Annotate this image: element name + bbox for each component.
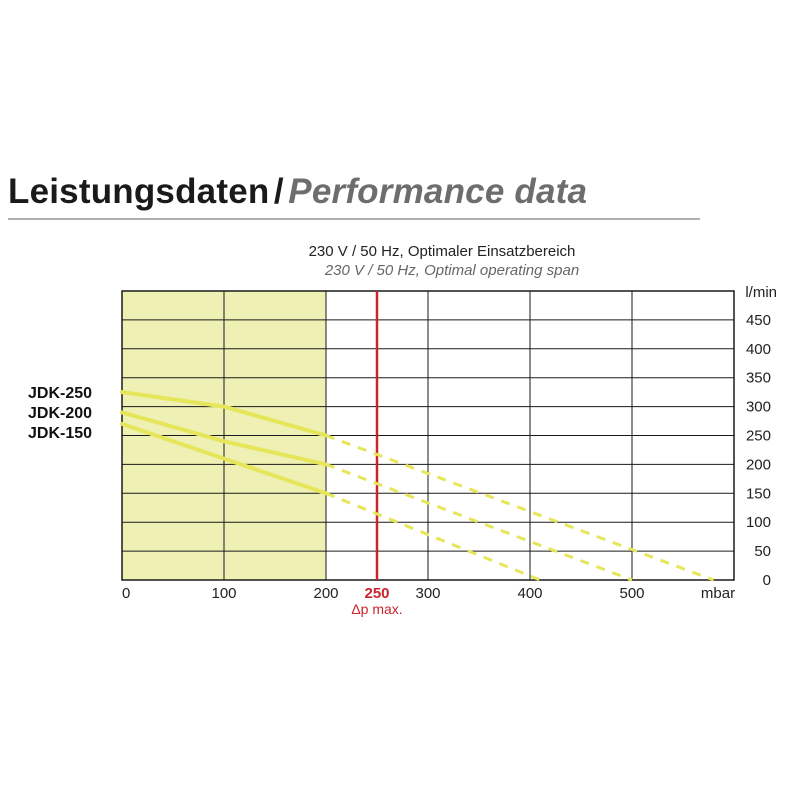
chart-subtitle-english: 230 V / 50 Hz, Optimal operating span	[324, 262, 579, 279]
y-tick-label: 0	[763, 572, 771, 589]
series-line-jdk-250	[120, 390, 328, 438]
dp-max-caption: Δp max.	[351, 601, 402, 617]
x-tick-label: 400	[517, 585, 542, 602]
series-line-jdk-200	[120, 410, 328, 467]
series-dashed-jdk-250	[325, 434, 715, 582]
y-tick-label: 50	[754, 543, 771, 560]
x-tick-label: 200	[313, 585, 338, 602]
heading-separator: /	[273, 172, 284, 211]
y-tick-label: 200	[746, 456, 771, 473]
page-heading: Leistungsdaten / Performance data	[8, 172, 708, 220]
y-tick-label: 400	[746, 341, 771, 358]
series-dashed-jdk-150	[325, 491, 541, 582]
dp-max-tick-label: 250	[364, 585, 389, 602]
y-tick-label: 150	[746, 485, 771, 502]
series-dashed-jdk-200	[325, 462, 633, 582]
heading-title-german: Leistungsdaten	[8, 172, 270, 211]
plot-frame	[121, 290, 735, 581]
series-label-jdk-200: JDK-200	[28, 405, 92, 422]
heading-title-english: Performance data	[288, 172, 588, 211]
heading-underline	[8, 218, 700, 220]
series-label-jdk-150: JDK-150	[28, 425, 92, 442]
chart-subtitle-german: 230 V / 50 Hz, Optimaler Einsatzbereich	[309, 243, 576, 260]
x-tick-label: 500	[619, 585, 644, 602]
y-tick-label: 300	[746, 399, 771, 416]
x-tick-label: 300	[415, 585, 440, 602]
y-tick-label: 450	[746, 312, 771, 329]
y-axis-unit: l/min	[745, 284, 777, 301]
y-tick-label: 350	[746, 370, 771, 387]
x-axis-unit: mbar	[701, 585, 735, 602]
series-label-jdk-250: JDK-250	[28, 385, 92, 402]
y-tick-label: 100	[746, 514, 771, 531]
x-tick-label: 0	[122, 585, 130, 602]
x-tick-label: 100	[211, 585, 236, 602]
y-tick-label: 250	[746, 428, 771, 445]
series-line-jdk-150	[120, 421, 328, 496]
